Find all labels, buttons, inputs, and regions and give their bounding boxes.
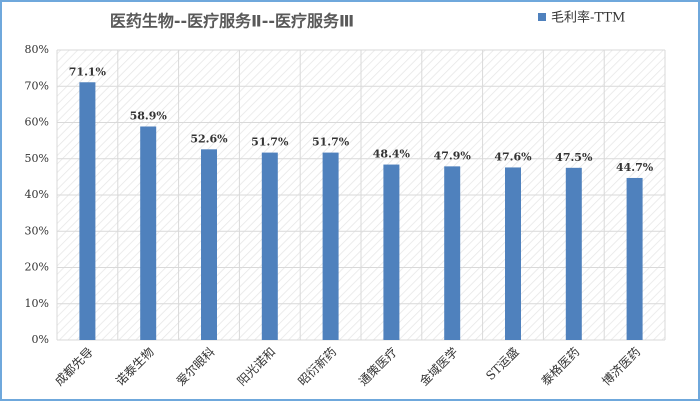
bar xyxy=(322,152,339,340)
y-tick-label: 70% xyxy=(25,79,49,92)
value-label: 52.6% xyxy=(190,132,228,145)
bar xyxy=(383,164,400,340)
value-label: 51.7% xyxy=(251,136,289,149)
y-tick-label: 0% xyxy=(32,333,49,346)
value-label: 71.1% xyxy=(69,65,107,78)
value-label: 51.7% xyxy=(312,136,350,149)
bar xyxy=(140,126,157,340)
bar xyxy=(565,167,582,340)
bar xyxy=(79,82,96,340)
y-tick-label: 50% xyxy=(25,152,49,165)
legend-label: 毛利率-TTM xyxy=(551,10,625,26)
y-tick-label: 80% xyxy=(25,43,49,56)
value-label: 44.7% xyxy=(616,161,654,174)
value-label: 47.9% xyxy=(434,149,472,162)
value-label: 47.5% xyxy=(555,151,593,164)
bar xyxy=(626,177,643,340)
y-tick-label: 10% xyxy=(25,297,49,310)
bar xyxy=(505,167,521,340)
bar xyxy=(444,166,461,340)
value-label: 58.9% xyxy=(130,109,168,122)
y-tick-label: 30% xyxy=(25,224,49,237)
y-tick-label: 60% xyxy=(25,116,49,129)
value-label: 48.4% xyxy=(373,148,411,161)
bar xyxy=(261,152,278,340)
y-tick-label: 20% xyxy=(25,261,49,274)
value-label: 47.6% xyxy=(494,150,532,163)
legend-swatch xyxy=(538,13,546,21)
bar xyxy=(201,149,217,340)
y-tick-label: 40% xyxy=(25,188,49,201)
chart-title: 医药生物--医疗服务Ⅱ--医疗服务Ⅲ xyxy=(110,12,354,31)
